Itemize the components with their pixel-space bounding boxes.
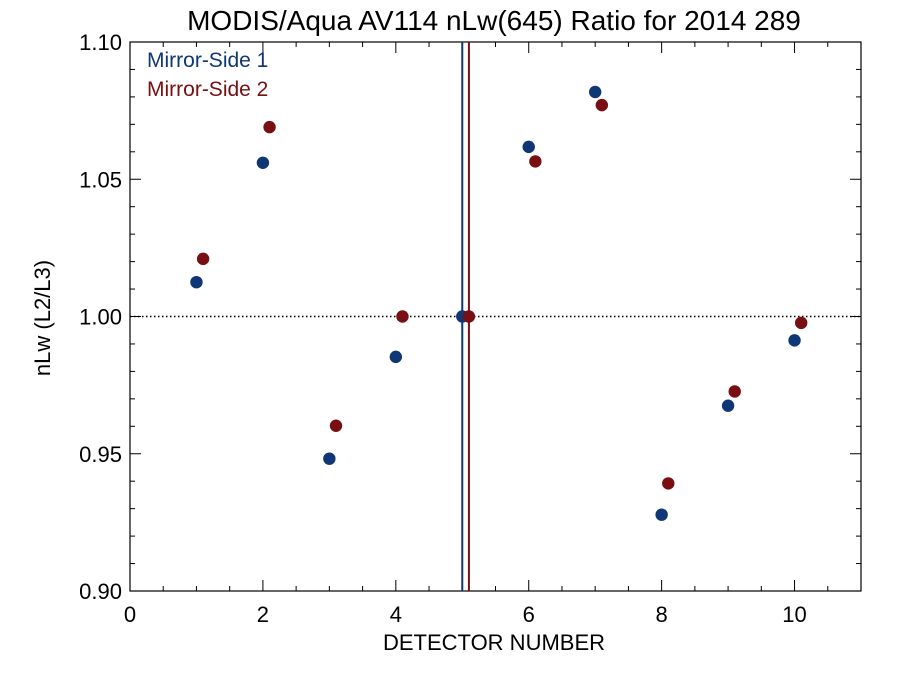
chart-title: MODIS/Aqua AV114 nLw(645) Ratio for 2014… bbox=[187, 5, 801, 36]
x-axis-title: DETECTOR NUMBER bbox=[383, 630, 605, 655]
data-point-series-2 bbox=[329, 419, 343, 432]
data-point-series-1 bbox=[721, 399, 735, 412]
y-tick-label: 1.05 bbox=[79, 167, 122, 192]
legend: Mirror-Side 1 Mirror-Side 2 bbox=[147, 49, 268, 101]
legend-entry-2: Mirror-Side 2 bbox=[147, 78, 268, 101]
data-point-series-2 bbox=[728, 385, 741, 398]
x-tick-label: 0 bbox=[124, 602, 136, 627]
data-point-series-2 bbox=[794, 316, 808, 330]
y-tick-label: 0.95 bbox=[79, 442, 122, 467]
x-tick-label: 4 bbox=[390, 602, 402, 627]
data-point-series-2 bbox=[662, 477, 675, 490]
data-point-series-1 bbox=[256, 156, 270, 169]
y-axis-title: nLw (L2/L3) bbox=[30, 260, 55, 376]
y-tick-label: 1.10 bbox=[79, 30, 122, 55]
data-point-series-1 bbox=[588, 85, 602, 99]
data-point-series-1 bbox=[389, 350, 403, 364]
y-tick-label: 1.00 bbox=[79, 305, 122, 330]
x-tick-label: 2 bbox=[257, 602, 269, 627]
x-tick-label: 8 bbox=[656, 602, 668, 627]
data-point-series-2 bbox=[595, 98, 609, 112]
legend-entry-1: Mirror-Side 1 bbox=[147, 49, 268, 72]
data-point-series-2 bbox=[462, 310, 476, 323]
data-point-series-1 bbox=[323, 452, 336, 465]
data-point-series-1 bbox=[655, 508, 668, 521]
data-point-series-2 bbox=[396, 310, 409, 323]
data-point-series-2 bbox=[196, 252, 210, 266]
data-point-series-1 bbox=[788, 334, 801, 347]
data-point-series-2 bbox=[529, 155, 542, 168]
y-tick-label: 0.90 bbox=[79, 579, 122, 604]
data-point-series-1 bbox=[190, 275, 203, 289]
data-point-series-1 bbox=[522, 140, 535, 154]
x-tick-label: 6 bbox=[523, 602, 535, 627]
x-tick-label: 10 bbox=[782, 602, 806, 627]
data-point-series-2 bbox=[263, 120, 276, 134]
